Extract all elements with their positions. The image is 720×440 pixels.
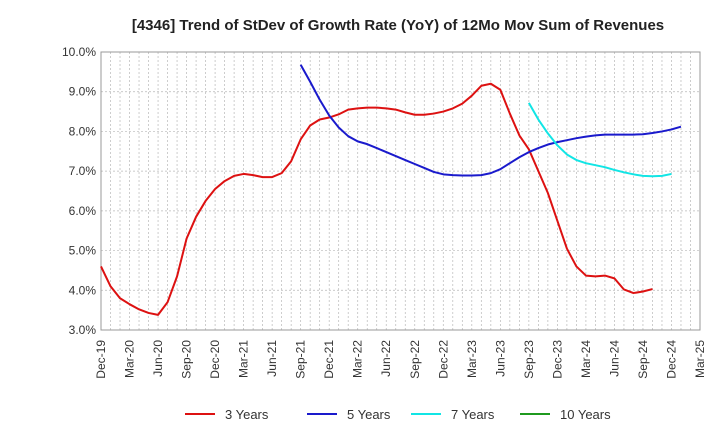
y-tick-label: 4.0%	[69, 283, 97, 297]
series-line	[100, 82, 653, 316]
plot-frame	[100, 51, 701, 331]
x-tick-label: Sep-21	[294, 340, 308, 379]
y-tick-label: 10.0%	[62, 45, 96, 59]
x-tick-label: Dec-20	[208, 340, 222, 379]
x-tick-label: Dec-21	[322, 340, 336, 379]
chart-title: [4346] Trend of StDev of Growth Rate (Yo…	[132, 17, 664, 34]
x-tick-label: Dec-19	[94, 340, 108, 379]
x-tick-label: Mar-20	[123, 340, 137, 378]
x-tick-label: Jun-20	[151, 340, 165, 377]
x-tick-label: Dec-23	[550, 340, 564, 379]
legend-label: 10 Years	[560, 407, 611, 422]
y-axis-ticks: 3.0% 4.0% 5.0% 6.0% 7.0% 8.0% 9.0% 10.0%	[62, 45, 96, 337]
x-tick-label: Mar-25	[693, 340, 707, 378]
series-line	[299, 64, 682, 177]
x-tick-label: Jun-23	[493, 340, 507, 377]
x-axis-ticks: Dec-19 Mar-20 Jun-20 Sep-20 Dec-20 Mar-21 Jun-…	[94, 340, 707, 379]
x-tick-label: Dec-22	[436, 340, 450, 379]
x-tick-label: Sep-23	[522, 340, 536, 379]
x-tick-label: Mar-21	[237, 340, 251, 378]
legend: 3 Years 5 Years 7 Years 10 Years	[185, 407, 611, 422]
series-line	[527, 102, 672, 178]
x-tick-label: Mar-22	[351, 340, 365, 378]
y-tick-label: 3.0%	[69, 323, 97, 337]
legend-label: 7 Years	[451, 407, 495, 422]
y-tick-label: 9.0%	[69, 85, 97, 99]
x-tick-label: Mar-23	[465, 340, 479, 378]
y-tick-label: 8.0%	[69, 124, 97, 138]
x-tick-label: Jun-22	[379, 340, 393, 377]
x-tick-label: Jun-21	[265, 340, 279, 377]
y-tick-label: 6.0%	[69, 204, 97, 218]
legend-label: 3 Years	[225, 407, 269, 422]
x-tick-label: Mar-24	[579, 340, 593, 378]
x-tick-label: Sep-24	[636, 340, 650, 379]
series-lines	[100, 64, 682, 316]
x-tick-label: Jun-24	[607, 340, 621, 377]
grid-lines	[101, 52, 700, 330]
x-tick-label: Sep-20	[180, 340, 194, 379]
y-tick-label: 5.0%	[69, 244, 97, 258]
x-tick-label: Dec-24	[664, 340, 678, 379]
legend-label: 5 Years	[347, 407, 391, 422]
y-tick-label: 7.0%	[69, 164, 97, 178]
x-tick-label: Sep-22	[408, 340, 422, 379]
